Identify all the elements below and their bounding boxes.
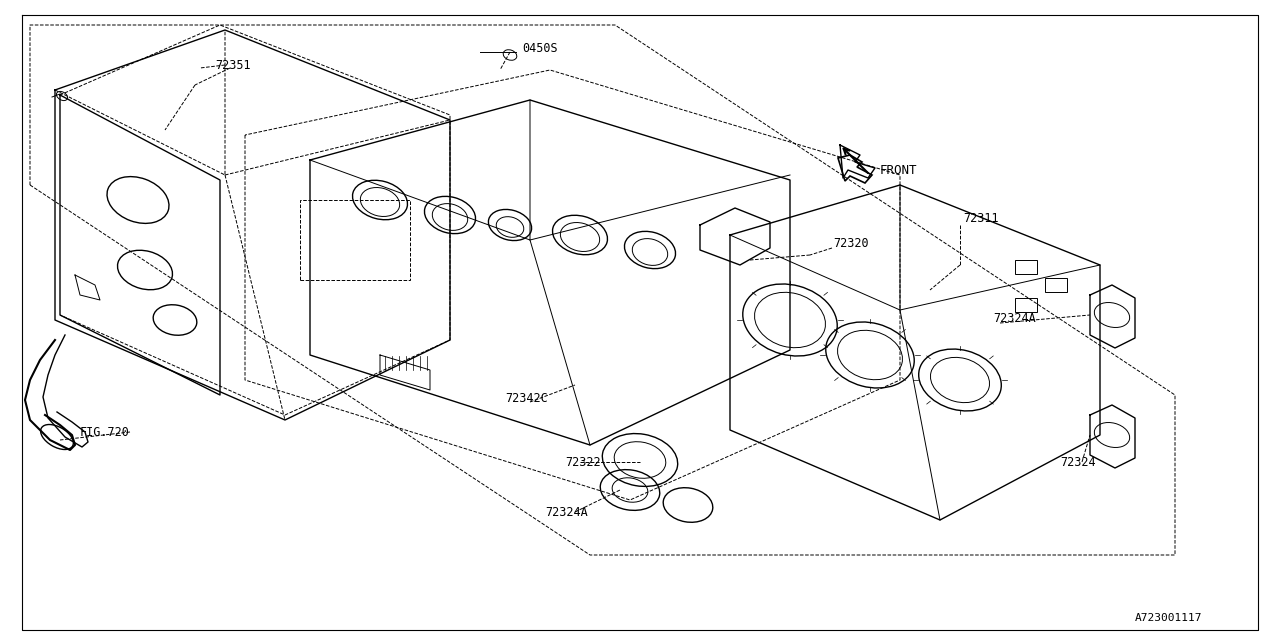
Text: 72324: 72324 bbox=[1060, 456, 1096, 468]
Bar bbox=[1044, 278, 1068, 292]
Text: FIG.720: FIG.720 bbox=[81, 426, 129, 438]
Text: A723001117: A723001117 bbox=[1135, 613, 1202, 623]
Text: 72311: 72311 bbox=[963, 211, 998, 225]
Text: FRONT: FRONT bbox=[881, 163, 918, 177]
Text: 72324A: 72324A bbox=[993, 312, 1036, 324]
Text: 72342C: 72342C bbox=[506, 392, 548, 404]
Bar bbox=[1015, 298, 1037, 312]
Bar bbox=[300, 200, 410, 280]
Text: 0450S: 0450S bbox=[522, 42, 558, 54]
Polygon shape bbox=[838, 155, 872, 183]
Bar bbox=[1015, 260, 1037, 274]
Text: 72322: 72322 bbox=[564, 456, 600, 468]
Text: 72324A: 72324A bbox=[545, 506, 588, 518]
Text: 72320: 72320 bbox=[833, 237, 869, 250]
Text: 72351: 72351 bbox=[215, 58, 251, 72]
